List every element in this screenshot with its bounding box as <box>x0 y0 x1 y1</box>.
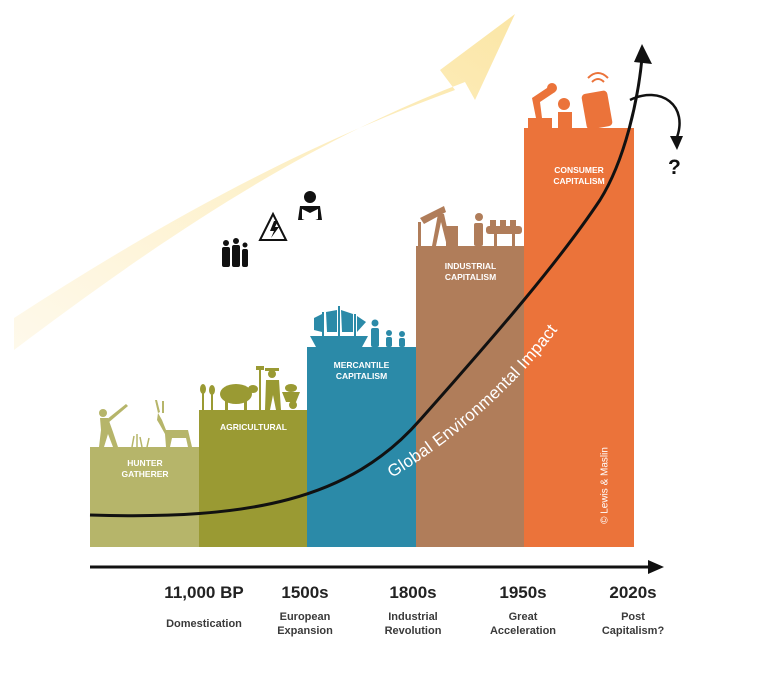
block-consumer-capitalism <box>524 128 634 547</box>
timeline-year-domestication: 11,000 BP <box>164 583 244 602</box>
copyright-label: © Lewis & Maslin <box>599 447 611 524</box>
future-branch-arrow <box>629 93 681 141</box>
sheep-icon <box>220 384 258 410</box>
question-mark: ? <box>668 156 681 179</box>
timeline-year-great-acceleration: 1950s <box>499 583 547 602</box>
block-label-hunter-gatherer: HUNTER GATHERER <box>121 458 169 479</box>
grass-icon <box>131 434 150 448</box>
antelope-icon <box>155 400 192 447</box>
impact-curve-arrowhead <box>634 44 652 64</box>
timeline-desc-european-expansion: European Expansion <box>277 611 333 637</box>
smartphone-icon <box>581 72 613 130</box>
wheat-icon <box>200 384 215 410</box>
block-hunter-gatherer <box>90 447 200 547</box>
electrical-hazard-icon <box>258 211 288 241</box>
factory-worker-icon <box>474 213 522 246</box>
future-branch-arrowhead <box>670 136 683 150</box>
block-label-industrial-capitalism: INDUSTRIAL CAPITALISM <box>444 261 497 282</box>
block-agricultural <box>199 410 308 547</box>
robot-arm-icon <box>528 83 572 128</box>
oil-pump-icon <box>418 206 458 246</box>
people-icon <box>371 319 405 347</box>
block-mercantile-capitalism <box>307 347 416 547</box>
block-industrial-capitalism <box>416 246 525 547</box>
timeline-desc-domestication: Domestication <box>166 618 242 630</box>
block-label-consumer-capitalism: CONSUMER CAPITALISM <box>553 165 605 186</box>
sailing-ship-icon <box>310 306 368 347</box>
farmer-icon <box>256 366 281 410</box>
timeline-desc-great-acceleration: Great Acceleration <box>489 611 557 637</box>
timeline-year-industrial-revolution: 1800s <box>389 583 437 602</box>
timeline-arrowhead <box>648 560 664 574</box>
timeline-year-european-expansion: 1500s <box>281 583 329 602</box>
block-label-mercantile-capitalism: MERCANTILE CAPITALISM <box>333 360 390 381</box>
wheelbarrow-icon <box>282 384 300 409</box>
timeline-year-post-capitalism: 2020s <box>609 583 657 602</box>
person-reading-icon <box>298 191 322 222</box>
block-label-agricultural: AGRICULTURAL <box>220 422 287 432</box>
hunter-icon <box>99 404 128 447</box>
timeline-desc-post-capitalism: Post Capitalism? <box>601 611 665 637</box>
family-icon <box>222 238 248 267</box>
timeline-desc-industrial-revolution: Industrial Revolution <box>384 611 442 637</box>
impact-curve <box>89 57 644 518</box>
